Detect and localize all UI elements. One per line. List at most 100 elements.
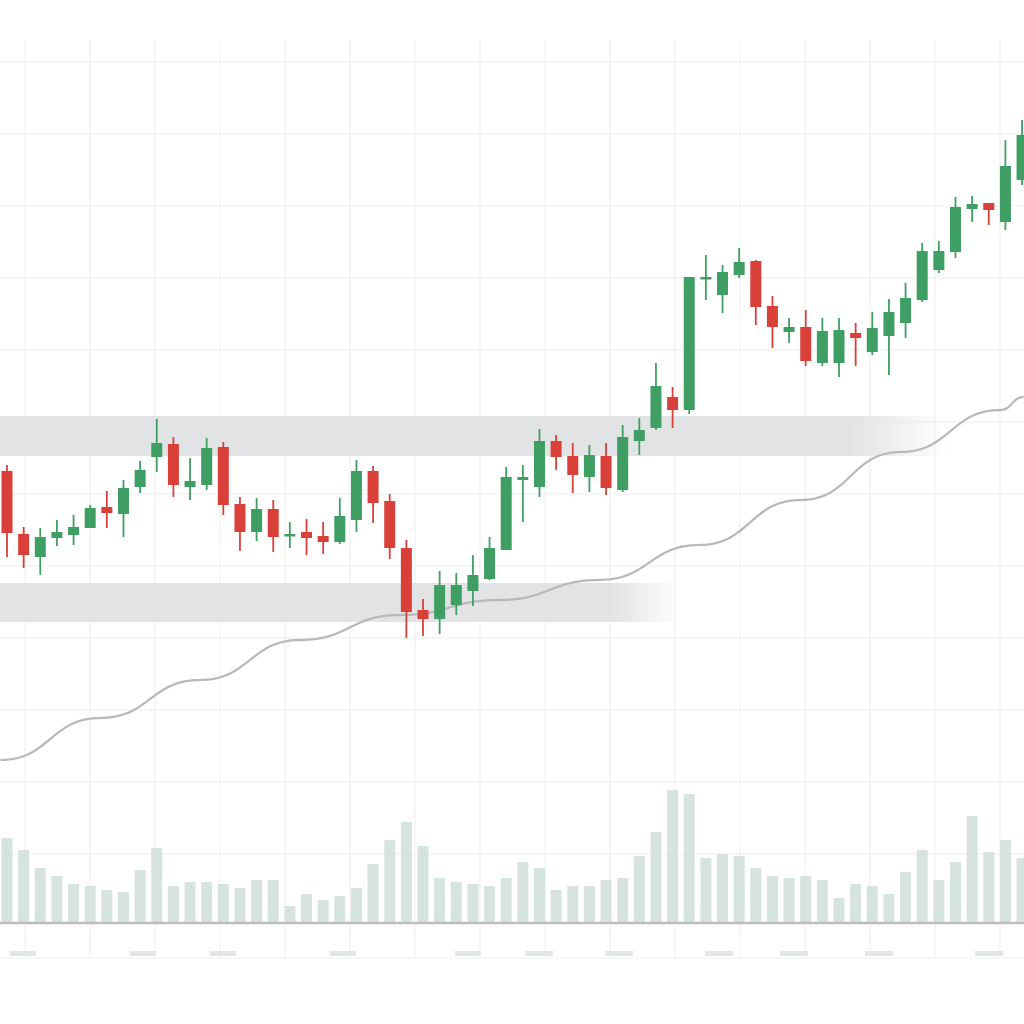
candle <box>167 437 179 497</box>
candle <box>983 203 995 225</box>
candle <box>633 418 645 455</box>
candle-body <box>833 330 845 363</box>
candle <box>800 310 812 366</box>
candle <box>949 197 961 258</box>
volume-bar <box>434 878 446 922</box>
candle-body <box>550 441 562 457</box>
candle <box>500 467 512 550</box>
volume-bar <box>533 868 545 922</box>
x-axis-tick-label <box>10 951 36 956</box>
candle <box>334 498 346 544</box>
volume-bar <box>800 876 812 922</box>
candle-body <box>217 447 229 505</box>
candle <box>550 435 562 470</box>
candle <box>683 277 695 414</box>
volume-bar <box>983 852 995 922</box>
volume-bar <box>301 894 313 922</box>
support-resistance-zone <box>0 583 681 622</box>
candle <box>1016 120 1024 185</box>
candle <box>816 318 828 366</box>
candle <box>717 265 729 313</box>
candle <box>284 522 296 548</box>
candle <box>151 419 163 472</box>
candle <box>650 363 662 430</box>
candle-body <box>434 585 446 619</box>
candle-body <box>750 261 762 307</box>
candle-body <box>317 536 329 542</box>
volume-bar <box>866 886 878 922</box>
candle <box>101 491 113 528</box>
volume-bar <box>550 890 562 922</box>
candles <box>1 120 1024 638</box>
candle-body <box>816 331 828 363</box>
volume-bar <box>101 890 113 922</box>
volume-bar <box>900 872 912 922</box>
volume-bar <box>201 882 213 922</box>
candle-body <box>251 509 263 532</box>
candle <box>84 505 96 528</box>
candle-body <box>850 333 862 338</box>
volume-bar <box>367 864 379 922</box>
candle-body <box>334 516 346 542</box>
candle <box>833 318 845 377</box>
candle <box>600 443 612 495</box>
candle <box>866 312 878 355</box>
candle <box>733 248 745 278</box>
candle-body <box>567 456 579 475</box>
volume-bar <box>700 858 712 922</box>
volume-bar <box>500 878 512 922</box>
volume-bar <box>484 886 496 922</box>
volume-bar <box>217 884 229 922</box>
candle <box>68 515 80 545</box>
volume-bar <box>117 892 129 922</box>
candle-body <box>583 455 595 477</box>
volume-bar <box>850 884 862 922</box>
candle-body <box>866 328 878 352</box>
volume-bar <box>833 898 845 922</box>
candle-body <box>101 507 113 513</box>
candle <box>267 500 279 552</box>
candle-body <box>600 456 612 488</box>
x-axis-tick-label <box>975 951 1003 956</box>
candle <box>434 571 446 634</box>
candle-body <box>717 272 729 295</box>
candle-body <box>384 501 396 548</box>
volume-bars <box>0 790 1024 925</box>
candle <box>883 299 895 375</box>
candle-body <box>733 262 745 275</box>
candle <box>999 140 1011 230</box>
candle <box>567 443 579 493</box>
candle-body <box>983 203 995 210</box>
x-axis-tick-label <box>455 951 481 956</box>
candle-body <box>301 532 313 538</box>
candle-body <box>117 488 129 514</box>
candle <box>367 466 379 523</box>
volume-bar <box>51 876 63 922</box>
candle <box>533 429 545 497</box>
candle-body <box>400 548 412 612</box>
candle-body <box>999 166 1011 222</box>
candle <box>51 520 63 546</box>
volume-bar <box>68 884 80 922</box>
candle <box>450 573 462 615</box>
candle <box>317 522 329 554</box>
moving-average <box>0 395 1024 762</box>
candle-body <box>350 471 362 520</box>
candle-body <box>766 306 778 327</box>
volume-bar <box>34 868 46 922</box>
candle-body <box>134 470 146 487</box>
candle-body <box>500 477 512 550</box>
candle <box>617 425 629 492</box>
candle <box>234 497 246 551</box>
candle-body <box>51 532 63 538</box>
volume-bar <box>234 888 246 922</box>
volume-bar <box>18 850 30 922</box>
candle <box>766 296 778 348</box>
candle-body <box>201 448 213 485</box>
candle <box>933 241 945 273</box>
candle-body <box>18 534 30 555</box>
candle-body <box>467 575 479 591</box>
candle <box>117 480 129 537</box>
candle <box>134 461 146 493</box>
candle <box>251 498 263 541</box>
